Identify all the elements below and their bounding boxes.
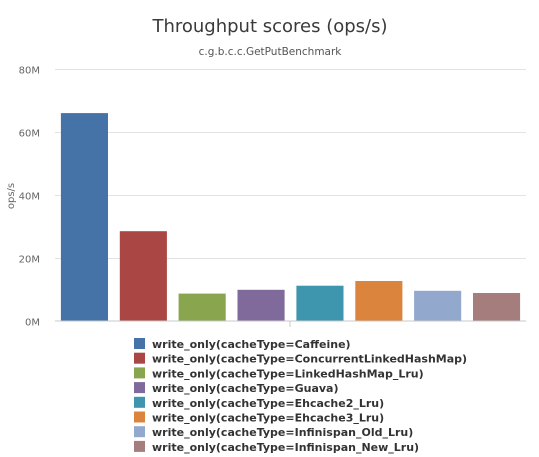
legend-item-label[interactable]: write_only(cacheType=ConcurrentLinkedHas… (152, 353, 467, 366)
y-tick-label: 80M (19, 66, 40, 77)
y-axis-ticks: 0M 20M 40M 60M 80M (19, 66, 40, 329)
legend-swatch (134, 440, 145, 452)
legend-swatch (134, 338, 145, 349)
bar[interactable] (414, 290, 462, 321)
legend-item-label[interactable]: write_only(cacheType=Infinispan_Old_Lru) (152, 426, 413, 439)
legend-swatch (134, 382, 145, 394)
bar[interactable] (473, 293, 521, 321)
bar[interactable] (119, 231, 167, 321)
y-tick-label: 20M (19, 255, 40, 266)
legend-swatch (134, 411, 145, 423)
legend-item-label[interactable]: write_only(cacheType=Ehcache2_Lru) (152, 397, 384, 410)
bar[interactable] (178, 293, 226, 321)
y-tick-label: 60M (19, 129, 40, 140)
bar[interactable] (60, 113, 108, 321)
legend-swatch (134, 396, 145, 408)
bar[interactable] (355, 281, 403, 321)
grid-lines (55, 69, 526, 259)
chart-subtitle: c.g.b.c.c.GetPutBenchmark (199, 46, 343, 58)
y-tick-label: 40M (19, 192, 40, 203)
y-axis-title: ops/s (6, 183, 17, 209)
bars (60, 113, 521, 321)
bar[interactable] (237, 289, 285, 321)
legend-swatch (134, 426, 145, 438)
legend-item-label[interactable]: write_only(cacheType=Ehcache3_Lru) (152, 412, 384, 425)
legend-swatch (134, 352, 145, 364)
legend-swatch (134, 367, 145, 379)
bar[interactable] (296, 285, 344, 321)
y-tick-label: 0M (25, 318, 40, 329)
legend: write_only(cacheType=Caffeine) write_only… (134, 338, 467, 454)
legend-item-label[interactable]: write_only(cacheType=Infinispan_New_Lru) (152, 441, 419, 454)
legend-item-label[interactable]: write_only(cacheType=Guava) (152, 382, 339, 395)
chart-title: Throughput scores (ops/s) (151, 16, 387, 37)
legend-item-label[interactable]: write_only(cacheType=LinkedHashMap_Lru) (152, 367, 424, 380)
legend-item-label[interactable]: write_only(cacheType=Caffeine) (152, 338, 351, 351)
